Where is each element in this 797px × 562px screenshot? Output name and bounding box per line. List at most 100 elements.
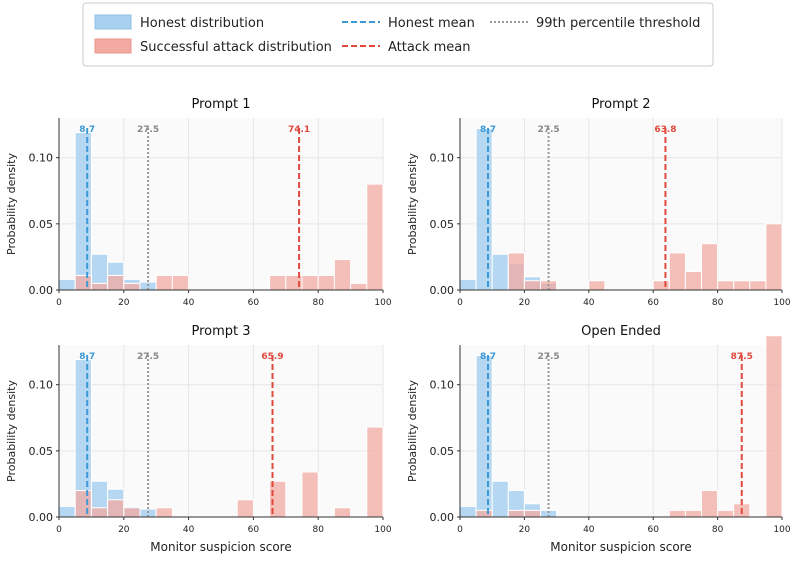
panel-2: 8.7 27.5 63.8 0 20 40 60 80 100 0.00 0.05 0.10 Promp… [406,97,791,308]
x-tick-label: 60 [248,298,260,308]
honest-mean-label: 8.7 [79,125,95,135]
x-tick-label: 80 [712,525,724,535]
x-tick-label: 60 [248,525,260,535]
x-tick-label: 60 [647,298,659,308]
attack-mean-label: 65.9 [261,352,283,362]
attack-bar [301,274,319,291]
x-tick-label: 100 [374,525,391,535]
panel-background [460,345,782,517]
legend-honest-swatch [94,14,132,30]
y-tick-label: 0.05 [430,445,455,458]
panel-title: Open Ended [581,324,661,339]
panel-background [59,118,383,290]
attack-bar [301,471,319,518]
x-tick-label: 0 [56,298,62,308]
attack-bar [701,490,719,518]
attack-bar [668,509,686,518]
attack-mean-label: 63.8 [654,125,676,135]
y-tick-label: 0.00 [430,284,455,297]
honest-bar [58,505,76,518]
attack-bar [155,274,173,291]
attack-bar [171,274,190,291]
threshold-label: 27.5 [137,352,159,362]
attack-bar [123,507,141,518]
x-tick-label: 40 [183,298,195,308]
honest-bar [74,132,92,291]
x-tick-label: 80 [712,298,724,308]
y-axis-label: Probability density [5,380,18,482]
honest-bar [459,278,477,291]
x-tick-label: 60 [647,525,659,535]
legend-threshold-label: 99th percentile threshold [536,16,700,31]
panel-title: Prompt 3 [191,324,250,339]
x-tick-label: 20 [519,298,531,308]
honest-bar [491,480,509,518]
legend-honest-mean-label: Honest mean [388,16,475,31]
attack-bar [155,507,173,518]
x-tick-label: 0 [56,525,62,535]
attack-bar [507,252,525,291]
panel-1: 8.7 27.5 74.1 0 20 40 60 80 100 0.00 0.05 0.10 Promp… [5,97,392,308]
attack-bar [701,243,719,291]
x-tick-label: 40 [583,298,595,308]
attack-bar [475,509,493,518]
y-tick-label: 0.05 [430,218,455,231]
x-tick-label: 20 [118,298,130,308]
attack-bar [90,282,109,291]
attack-bar [333,259,352,291]
panel-3: 8.7 27.5 65.9 0 20 40 60 80 100 0.00 0.05 0.10 Promp… [5,324,392,535]
threshold-label: 27.5 [537,352,559,362]
attack-bar [523,509,542,518]
legend-honest-dist-label: Honest distribution [140,16,264,31]
x-tick-label: 100 [773,525,790,535]
honest-bar [491,253,509,291]
honest-bar [475,128,493,291]
y-tick-label: 0.10 [430,379,455,392]
attack-bar [350,282,368,291]
x-tick-label: 20 [519,525,531,535]
y-axis-label: Probability density [406,153,419,255]
y-tick-label: 0.00 [29,284,54,297]
legend: Honest distribution Successful attack di… [82,2,714,67]
y-tick-label: 0.10 [29,379,54,392]
x-tick-label: 40 [183,525,195,535]
attack-bar [507,509,525,518]
y-tick-label: 0.10 [430,152,455,165]
x-axis-label-left: Monitor suspicion score [150,540,291,554]
x-tick-label: 80 [312,525,324,535]
attack-bar [366,426,384,518]
attack-bar [717,280,735,291]
y-tick-label: 0.05 [29,218,54,231]
x-tick-label: 80 [312,298,324,308]
y-axis-label: Probability density [406,380,419,482]
attack-bar [765,223,783,291]
attack-bar [652,280,670,291]
honest-bar [58,278,76,291]
honest-mean-label: 8.7 [79,352,95,362]
attack-mean-label: 87.5 [731,352,753,362]
panels: 8.7 27.5 74.1 0 20 40 60 80 100 0.00 0.05 0.10 Promp… [5,97,791,535]
attack-bar [717,509,735,518]
attack-bar [123,282,141,291]
legend-attack-swatch [94,38,132,54]
attack-bar [588,280,606,291]
attack-bar [684,270,703,291]
attack-bar [107,499,125,518]
panel-background [59,345,383,517]
attack-bar [74,490,92,518]
y-tick-label: 0.00 [430,511,455,524]
legend-frame [82,2,714,67]
attack-bar [366,183,384,291]
x-tick-label: 100 [773,298,790,308]
legend-attack-mean-label: Attack mean [388,40,471,55]
panel-title: Prompt 2 [591,97,650,112]
x-tick-label: 20 [118,525,130,535]
y-axis-label: Probability density [5,153,18,255]
attack-bar [749,280,767,291]
y-tick-label: 0.10 [29,152,54,165]
x-tick-label: 0 [457,298,463,308]
x-tick-label: 0 [457,525,463,535]
attack-bar [668,252,686,291]
threshold-label: 27.5 [137,125,159,135]
